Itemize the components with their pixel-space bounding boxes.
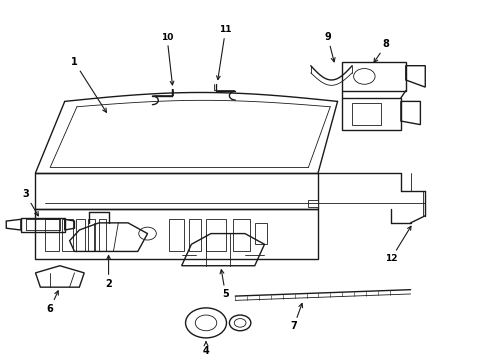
Bar <box>88 219 96 251</box>
Bar <box>62 219 73 251</box>
Bar <box>76 219 85 251</box>
Text: 8: 8 <box>374 39 390 62</box>
Bar <box>308 200 318 207</box>
Text: 9: 9 <box>324 32 335 62</box>
Bar <box>255 223 267 244</box>
Bar <box>189 219 201 251</box>
Text: 7: 7 <box>291 303 303 332</box>
Text: 2: 2 <box>105 256 112 289</box>
Text: 11: 11 <box>217 26 232 80</box>
Text: 4: 4 <box>203 342 209 356</box>
Text: 5: 5 <box>220 270 229 299</box>
Bar <box>170 219 184 251</box>
Text: 3: 3 <box>23 189 38 216</box>
Text: 10: 10 <box>161 33 174 85</box>
Bar <box>352 103 381 125</box>
Text: 12: 12 <box>385 226 411 263</box>
Bar <box>233 219 250 251</box>
Text: 6: 6 <box>47 291 58 314</box>
Bar <box>206 219 225 251</box>
Bar <box>99 219 106 251</box>
Text: 1: 1 <box>71 57 106 112</box>
Bar <box>45 219 59 251</box>
